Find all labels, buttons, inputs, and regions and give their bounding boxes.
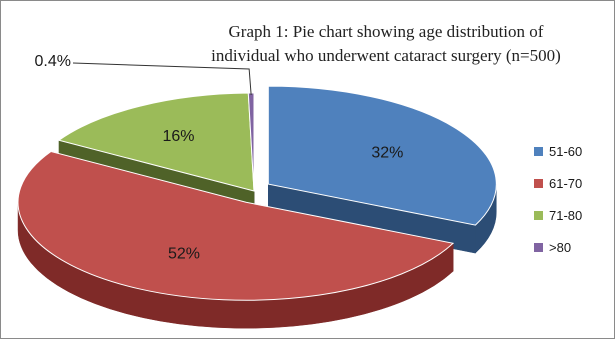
legend-label-71-80: 71-80 <box>549 208 582 223</box>
leader-line-gt80 <box>72 62 252 96</box>
legend-label-gt80: >80 <box>549 240 571 255</box>
data-label-61-70: 52% <box>168 245 200 262</box>
legend-label-51-60: 51-60 <box>549 144 582 159</box>
chart-title-line-1: Graph 1: Pie chart showing age distribut… <box>229 22 544 41</box>
legend-label-61-70: 61-70 <box>549 176 582 191</box>
legend-swatch-71-80 <box>534 211 543 220</box>
chart-title-line-2: individual who underwent cataract surger… <box>211 46 561 65</box>
legend-swatch-61-70 <box>534 179 543 188</box>
legend-swatch-51-60 <box>534 147 543 156</box>
pie-slice-51-60 <box>267 85 497 226</box>
data-label-gt80: 0.4% <box>35 53 71 70</box>
pie-slice-71-80 <box>57 92 255 192</box>
data-label-71-80: 16% <box>162 128 194 145</box>
data-label-51-60: 32% <box>371 144 403 161</box>
pie-slice-61-70 <box>17 150 455 301</box>
legend-swatch-gt80 <box>534 243 543 252</box>
